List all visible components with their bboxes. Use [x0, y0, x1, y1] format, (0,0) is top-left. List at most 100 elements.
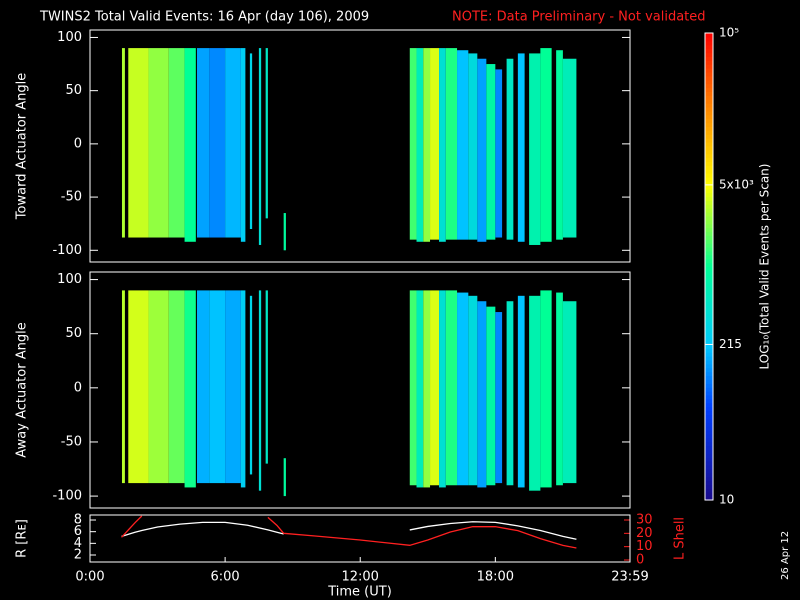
colorbar-step: [705, 95, 713, 100]
plot-frame: [89, 271, 631, 509]
date-stamp: 26 Apr 12: [780, 531, 791, 580]
colorbar-step: [705, 212, 713, 217]
heatmap-column: [258, 48, 262, 245]
heatmap-column: [430, 290, 440, 486]
x-tick-label: 18:00: [477, 570, 514, 585]
y-axis-label: R [Rᴇ]: [15, 519, 30, 558]
heatmap-column: [148, 290, 169, 484]
heatmap-column: [196, 290, 210, 484]
colorbar-step: [705, 103, 713, 108]
colorbar-step: [705, 367, 713, 373]
colorbar-step: [705, 410, 713, 415]
y2-tick-label: 20: [636, 526, 653, 541]
colorbar-step: [705, 328, 713, 334]
colorbar-step: [705, 227, 713, 233]
colorbar-step: [705, 464, 713, 470]
colorbar-step: [705, 161, 713, 166]
colorbar-step: [705, 258, 713, 264]
colorbar-step: [705, 219, 713, 225]
colorbar-step: [705, 391, 713, 396]
colorbar-step: [705, 282, 713, 287]
y-tick-label: 4: [74, 536, 82, 551]
colorbar-step: [705, 332, 713, 338]
colorbar-step: [705, 375, 713, 380]
colorbar-step: [705, 153, 713, 159]
colorbar-step: [705, 402, 713, 408]
heatmap-column: [439, 48, 446, 242]
colorbar-step: [705, 340, 713, 345]
heatmap-column: [249, 53, 253, 230]
y-tick-label: 2: [74, 548, 82, 563]
heatmap-column: [128, 290, 149, 484]
heatmap-column: [486, 306, 496, 486]
colorbar-step: [705, 422, 713, 427]
heatmap-column: [184, 290, 196, 488]
colorbar-step: [705, 262, 713, 268]
colorbar-step: [705, 379, 713, 384]
colorbar-step: [705, 492, 713, 497]
heatmap: [121, 290, 577, 497]
x-tick-label: 12:00: [341, 570, 378, 585]
colorbar-step: [705, 363, 713, 369]
heatmap-column: [225, 290, 241, 484]
heatmap-column: [168, 290, 185, 484]
colorbar-step: [705, 114, 713, 120]
heatmap-column: [225, 48, 241, 238]
colorbar-step: [705, 274, 713, 279]
colorbar-tick-label: 5x10³: [719, 177, 754, 191]
y-tick-label: 6: [74, 524, 82, 539]
colorbar-step: [705, 305, 713, 310]
colorbar-step: [705, 293, 713, 299]
colorbar-step: [705, 68, 713, 73]
heatmap-column: [457, 292, 469, 486]
colorbar-tick-label: 10: [719, 493, 734, 507]
series-line: [121, 521, 577, 540]
colorbar-step: [705, 398, 713, 404]
colorbar-step: [705, 64, 713, 69]
colorbar-step: [705, 36, 713, 42]
colorbar-step: [705, 56, 713, 61]
heatmap-column: [445, 48, 458, 240]
colorbar-step: [705, 52, 713, 57]
colorbar-tick-label: 10⁵: [719, 26, 739, 40]
colorbar-step: [705, 118, 713, 124]
colorbar-step: [705, 309, 713, 314]
heatmap-column: [556, 292, 563, 486]
heatmap-column: [468, 295, 478, 486]
heatmap-column: [562, 58, 577, 238]
heatmap-column: [283, 458, 286, 497]
colorbar-step: [705, 356, 713, 361]
colorbar-step: [705, 429, 713, 435]
colorbar-step: [705, 476, 713, 482]
colorbar-step: [705, 270, 713, 275]
lines: [121, 515, 577, 549]
colorbar-step: [705, 169, 713, 174]
colorbar-step: [705, 352, 713, 357]
heatmap-column: [249, 295, 253, 475]
colorbar-step: [705, 208, 713, 213]
colorbar-step: [705, 138, 713, 143]
y2-tick-label: 10: [636, 539, 653, 554]
colorbar-step: [705, 320, 713, 326]
heatmap-column: [468, 53, 478, 240]
series-line: [121, 515, 577, 549]
heatmap-column: [209, 290, 226, 484]
heatmap-column: [495, 69, 503, 238]
colorbar-step: [705, 472, 713, 478]
heatmap-column: [128, 48, 149, 238]
colorbar-step: [705, 71, 713, 77]
colorbar-step: [705, 457, 713, 462]
colorbar-step: [705, 110, 713, 116]
colorbar-step: [705, 87, 713, 92]
x-tick-label: 0:00: [75, 570, 104, 585]
colorbar-step: [705, 348, 713, 353]
y-tick-label: -100: [52, 489, 82, 504]
heatmap-column: [416, 290, 424, 488]
colorbar-step: [705, 449, 713, 454]
heatmap-column: [529, 53, 541, 245]
colorbar-step: [705, 40, 713, 46]
heatmap-column: [562, 301, 577, 484]
colorbar-step: [705, 426, 713, 431]
colorbar-step: [705, 106, 713, 112]
